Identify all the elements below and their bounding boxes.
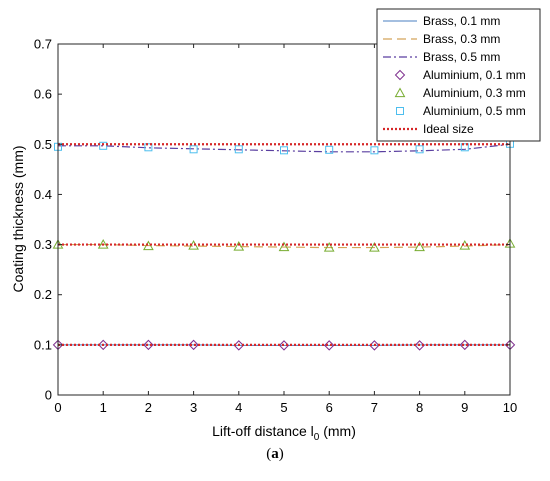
x-axis-label: Lift-off distance l0 (mm) (212, 423, 356, 440)
data-point (415, 145, 424, 154)
data-point (99, 141, 108, 150)
line-chart: 0 1 2 3 4 5 6 7 8 9 10 0 0.1 0.2 0.3 0.4 0.5 0.6 0.7 Lift-… (10, 8, 541, 440)
series-brass-0-3-mm (58, 243, 511, 249)
y-tick-label: 0.3 (34, 237, 52, 252)
data-point (233, 241, 245, 251)
legend-item: Aluminium, 0.5 mm (396, 104, 526, 118)
legend-label: Brass, 0.1 mm (423, 14, 500, 28)
y-tick-label: 0.4 (34, 187, 52, 202)
data-point (189, 145, 198, 154)
caption-letter: a (271, 446, 279, 462)
series-line (58, 143, 511, 153)
series-brass-0-5-mm (58, 143, 511, 153)
data-point (188, 339, 199, 351)
x-axis-label-subscript: 0 (314, 432, 320, 440)
legend-item: Aluminium, 0.1 mm (394, 68, 526, 82)
legend-label: Aluminium, 0.3 mm (423, 86, 526, 100)
data-point (323, 242, 335, 252)
data-point (459, 339, 471, 351)
data-point (234, 145, 243, 154)
series-ideal-size (58, 143, 510, 346)
data-point (144, 143, 153, 152)
data-point (97, 339, 109, 351)
legend-label: Ideal size (423, 122, 474, 136)
legend-item: Brass, 0.1 mm (383, 14, 500, 28)
y-tick-label: 0.6 (34, 87, 52, 102)
x-tick-label: 4 (235, 400, 242, 415)
legend: Brass, 0.1 mm Brass, 0.3 mm Brass, 0.5 mm A… (376, 8, 541, 142)
series-line (58, 243, 511, 249)
data-point (280, 146, 288, 155)
legend-marker-swatch (394, 69, 406, 81)
data-point (414, 241, 425, 252)
y-tick-label: 0.7 (34, 37, 52, 52)
caption-close: ) (278, 446, 284, 462)
legend-label: Aluminium, 0.1 mm (423, 68, 526, 82)
legend-item: Brass, 0.3 mm (383, 32, 500, 46)
data-point (370, 146, 379, 155)
x-axis-label-unit: (mm) (319, 423, 356, 439)
y-axis-label: Coating thickness (mm) (10, 145, 26, 292)
x-tick-label: 3 (190, 400, 197, 415)
y-tick-label: 0.5 (34, 137, 52, 152)
caption-open: ( (266, 446, 272, 462)
legend-item: Brass, 0.5 mm (383, 50, 500, 64)
x-tick-label: 6 (326, 400, 333, 415)
data-point (97, 239, 109, 249)
legend-label: Aluminium, 0.5 mm (423, 104, 526, 118)
y-tick-label: 0.1 (34, 337, 52, 352)
legend-marker-swatch (396, 107, 404, 115)
legend-label: Brass, 0.5 mm (423, 50, 500, 64)
y-tick-label: 0.2 (34, 287, 52, 302)
legend-marker-swatch (394, 87, 406, 98)
data-point (369, 242, 380, 252)
legend-label: Brass, 0.3 mm (423, 32, 500, 46)
x-tick-label: 1 (100, 400, 107, 415)
x-tick-label: 9 (461, 400, 468, 415)
data-point (460, 143, 469, 152)
x-tick-label: 0 (54, 400, 61, 415)
x-tick-label: 8 (416, 400, 423, 415)
y-tick-label: 0 (45, 388, 52, 403)
x-axis-label-main: Lift-off distance l (212, 423, 314, 439)
series-layer (52, 139, 516, 351)
x-tick-label: 7 (371, 400, 378, 415)
x-tick-label: 2 (145, 400, 152, 415)
ticks-layer: 0 1 2 3 4 5 6 7 8 9 10 0 0.1 0.2 0.3 0.4 0.5 0.6 0.7 (34, 37, 517, 416)
data-point (278, 241, 290, 252)
data-point (325, 145, 334, 154)
legend-item: Aluminium, 0.3 mm (394, 86, 526, 100)
legend-item: Ideal size (383, 122, 474, 136)
x-tick-label: 10 (503, 400, 517, 415)
x-tick-label: 5 (280, 400, 287, 415)
data-point (143, 339, 154, 351)
figure-caption: (a) (0, 446, 550, 463)
